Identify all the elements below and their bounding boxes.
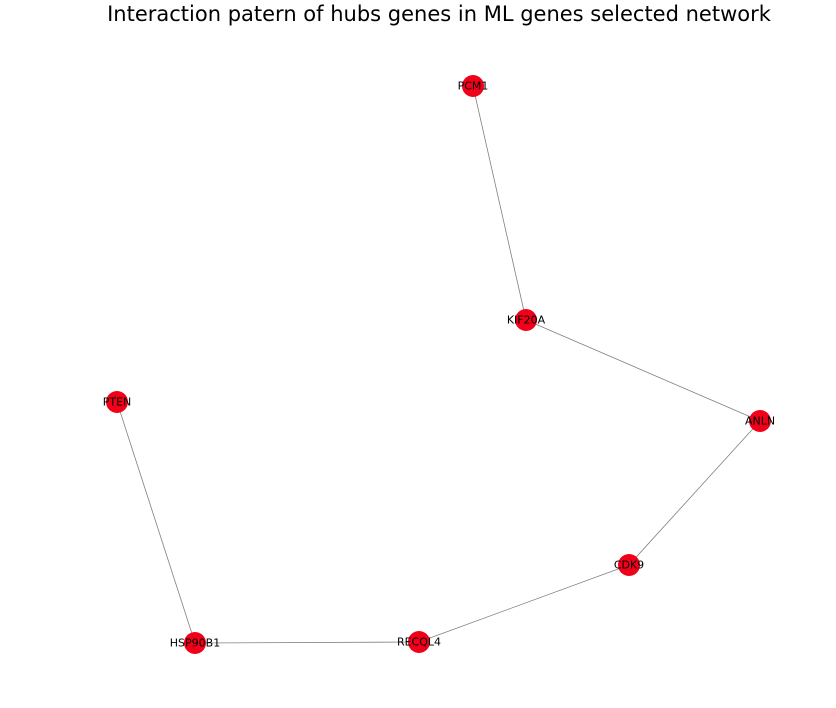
node-cdk9[interactable] xyxy=(618,554,640,576)
node-label-cdk9: CDK9 xyxy=(614,559,644,572)
diagram-title: Interaction patern of hubs genes in ML g… xyxy=(107,2,771,26)
edge-recql4-hsp90b1 xyxy=(194,641,420,644)
node-label-pten: PTEN xyxy=(103,396,132,409)
node-anln[interactable] xyxy=(749,410,771,432)
node-label-anln: ANLN xyxy=(745,415,775,428)
node-hsp90b1[interactable] xyxy=(184,632,206,654)
edges-layer xyxy=(116,85,761,644)
node-recql4[interactable] xyxy=(408,631,430,653)
node-pcm1[interactable] xyxy=(462,75,484,97)
edge-kif20a-anln xyxy=(525,319,761,422)
edge-pcm1-kif20a xyxy=(472,85,527,321)
node-kif20a[interactable] xyxy=(515,309,537,331)
nodes-layer xyxy=(106,75,771,654)
node-label-kif20a: KIF20A xyxy=(507,314,546,327)
edge-anln-cdk9 xyxy=(628,420,761,566)
labels-layer: PCM1 KIF20A ANLN CDK9 RECQL4 HSP90B1 PTEN xyxy=(103,80,775,650)
edge-cdk9-recql4 xyxy=(418,564,630,643)
node-label-pcm1: PCM1 xyxy=(458,80,489,93)
node-pten[interactable] xyxy=(106,391,128,413)
edge-hsp90b1-pten xyxy=(116,401,196,644)
node-label-recql4: RECQL4 xyxy=(397,636,441,649)
node-label-hsp90b1: HSP90B1 xyxy=(170,637,220,650)
